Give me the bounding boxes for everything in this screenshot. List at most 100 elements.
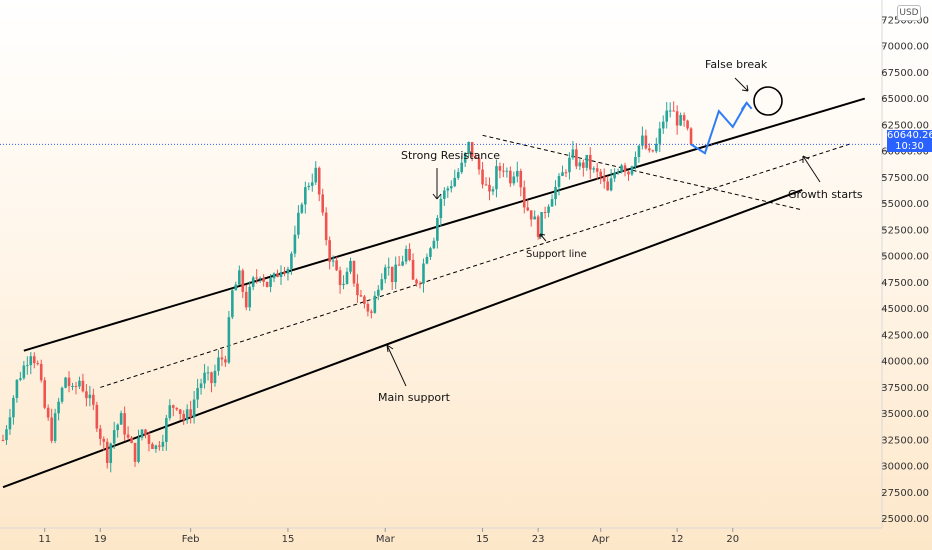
candle [342, 275, 345, 290]
y-tick-label: 60000.00 [881, 147, 929, 158]
candle [408, 243, 411, 262]
candle [147, 432, 151, 452]
candle-body [338, 270, 342, 286]
candle [679, 112, 682, 127]
candle-body [641, 135, 644, 146]
candle-body [189, 409, 192, 418]
y-tick-label: 30000.00 [881, 462, 929, 473]
candle [137, 429, 140, 464]
candle [491, 186, 495, 196]
candle-body [554, 186, 557, 200]
trendline-main-support [2, 188, 803, 489]
candle [217, 350, 220, 376]
candle-body [616, 171, 620, 173]
candle-body [74, 385, 78, 387]
x-tick-label: 15 [282, 534, 295, 545]
growth-starts-label: Growth starts [788, 188, 863, 201]
candle-body [147, 434, 151, 444]
x-axis[interactable]: 11 19 Feb 15 Mar 15 23 Apr 12 20 [0, 527, 882, 545]
projection-zigzag [690, 102, 748, 155]
candle-body [178, 409, 182, 414]
candle-body [297, 212, 300, 235]
candle [373, 291, 377, 314]
candle [22, 360, 26, 380]
candle [126, 426, 130, 440]
y-tick-label: 35000.00 [881, 409, 929, 420]
y-tick-label: 42500.00 [881, 330, 929, 341]
candle [140, 429, 144, 441]
candle [599, 168, 602, 185]
candle [213, 364, 217, 387]
candle-body [126, 434, 130, 438]
candle [19, 371, 22, 382]
candle-body [463, 152, 467, 163]
strong-resistance-label: Strong Resistance [401, 149, 500, 162]
main-support-label: Main support [378, 391, 451, 404]
candle-body [370, 311, 373, 313]
candle-body [210, 372, 213, 384]
candle [641, 126, 644, 150]
currency-badge[interactable]: USD [897, 5, 921, 21]
candle-body [540, 212, 543, 237]
candle-body [655, 143, 658, 152]
candle [29, 352, 33, 375]
candle [602, 168, 606, 189]
candle [109, 442, 113, 473]
candle [661, 115, 665, 134]
candle [189, 400, 192, 424]
candle [345, 267, 349, 285]
candle [536, 214, 540, 240]
candle-body [46, 407, 50, 418]
candle [356, 274, 359, 303]
candle [655, 137, 658, 154]
candle-body [390, 266, 394, 283]
candle [456, 168, 460, 181]
candle [95, 401, 99, 432]
candle [627, 170, 630, 181]
y-tick-label: 50000.00 [881, 252, 929, 263]
candle-body [602, 176, 606, 182]
candle-body [557, 175, 561, 187]
candle [557, 173, 561, 196]
y-axis[interactable]: 25000.00 27500.00 30000.00 32500.00 35000.00… [881, 0, 929, 528]
candle-body [377, 289, 380, 296]
candle-body [102, 438, 106, 442]
candle [561, 165, 564, 177]
candle [248, 281, 252, 312]
candle-body [165, 418, 168, 442]
candle [192, 390, 196, 424]
candle [363, 294, 366, 309]
x-tick-label: 19 [94, 534, 107, 545]
candle-body [342, 283, 345, 286]
candle [436, 215, 439, 249]
candle [411, 253, 415, 280]
candle-body [53, 413, 57, 441]
candle-body [251, 277, 255, 287]
candle-body [88, 394, 92, 399]
candle-body [293, 234, 297, 254]
candle-body [26, 365, 29, 367]
candle-body [526, 207, 530, 211]
candle-body [32, 356, 36, 364]
candle-body [12, 397, 15, 418]
candle [338, 266, 342, 294]
candle [481, 162, 484, 189]
candle [449, 180, 453, 193]
candle-body [231, 290, 234, 318]
candle-body [456, 172, 460, 178]
candle [227, 310, 231, 364]
candle [634, 151, 637, 170]
candle-body [644, 135, 648, 149]
candle [5, 425, 8, 445]
candle-body [512, 176, 516, 184]
candle [112, 421, 116, 450]
candle-body [658, 128, 662, 144]
candle-body [467, 142, 470, 153]
candle-body [516, 170, 519, 177]
candle [509, 166, 512, 187]
candle [276, 269, 279, 278]
candle [359, 290, 363, 297]
trendline-resistance [23, 97, 866, 352]
